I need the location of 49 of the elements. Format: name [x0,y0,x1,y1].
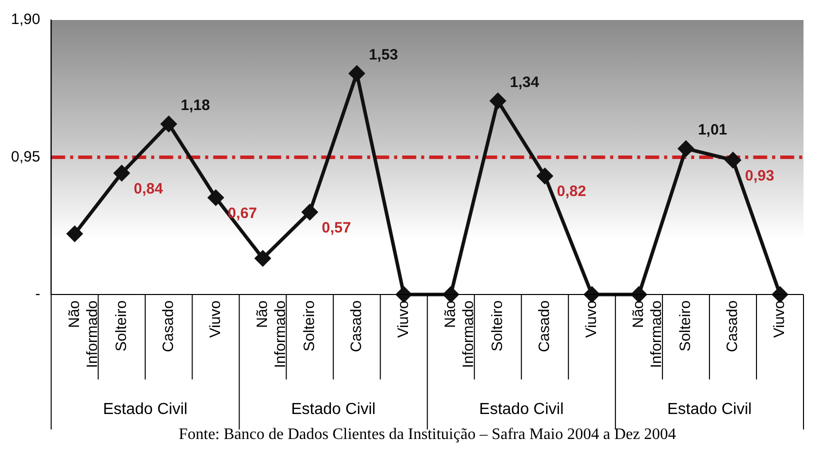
x-tick-label: Viuvo [771,300,788,338]
data-label: 1,34 [510,74,540,92]
source-note: Fonte: Banco de Dados Clientes da Instituição – Safra Maio 2004 a Dez 2004 [178,426,676,444]
x-tick-label: Viuvo [394,300,412,338]
point [443,286,459,302]
text: Estado Civil [291,400,376,418]
point [678,140,694,156]
data-label: 1,53 [368,46,398,64]
x-tick-label: Solteiro [677,300,694,352]
x-tick-label: Casado [724,300,742,352]
y-tick-label: 0,95 [10,148,40,166]
data-label: 1,18 [180,97,210,114]
x-tick-label: Viuvo [206,300,224,338]
x-tick-label: Não Informado [442,300,477,368]
point [584,286,600,302]
point [772,286,788,302]
x-tick-label: Solteiro [489,300,506,352]
data-label: 0,67 [228,204,257,222]
point [396,286,412,302]
point [66,226,82,242]
x-tick-label: Casado [536,300,554,352]
x-tick-label: Solteiro [300,300,318,352]
point [208,190,224,206]
y-tick-label: 1,90 [10,11,40,28]
point [725,152,741,168]
point [490,93,506,109]
data-label: 0,57 [322,219,352,236]
data-label: 1,01 [698,122,728,139]
point [114,165,130,181]
data-label: 0,93 [744,167,774,184]
x-tick-label: Solteiro [112,300,130,352]
x-tick-label: Não Informado [254,300,289,368]
x-tick-label: Não Informado [66,300,101,368]
x-tick-label: Casado [160,300,177,352]
point [302,204,318,220]
data-label: 0,82 [556,183,586,200]
point [255,250,271,266]
text: Estado Civil [479,400,564,418]
point [537,168,553,184]
x-tick-label: Viuvo [583,300,600,338]
x-tick-label: Casado [348,300,365,352]
point [160,116,176,132]
data-label: 0,84 [134,180,164,198]
y-tick-label: - [35,286,40,303]
x-tick-label: Não Informado [630,300,666,368]
text: Estado Civil [102,400,188,418]
point [349,66,365,82]
text: Estado Civil [667,400,752,418]
point [631,286,647,302]
